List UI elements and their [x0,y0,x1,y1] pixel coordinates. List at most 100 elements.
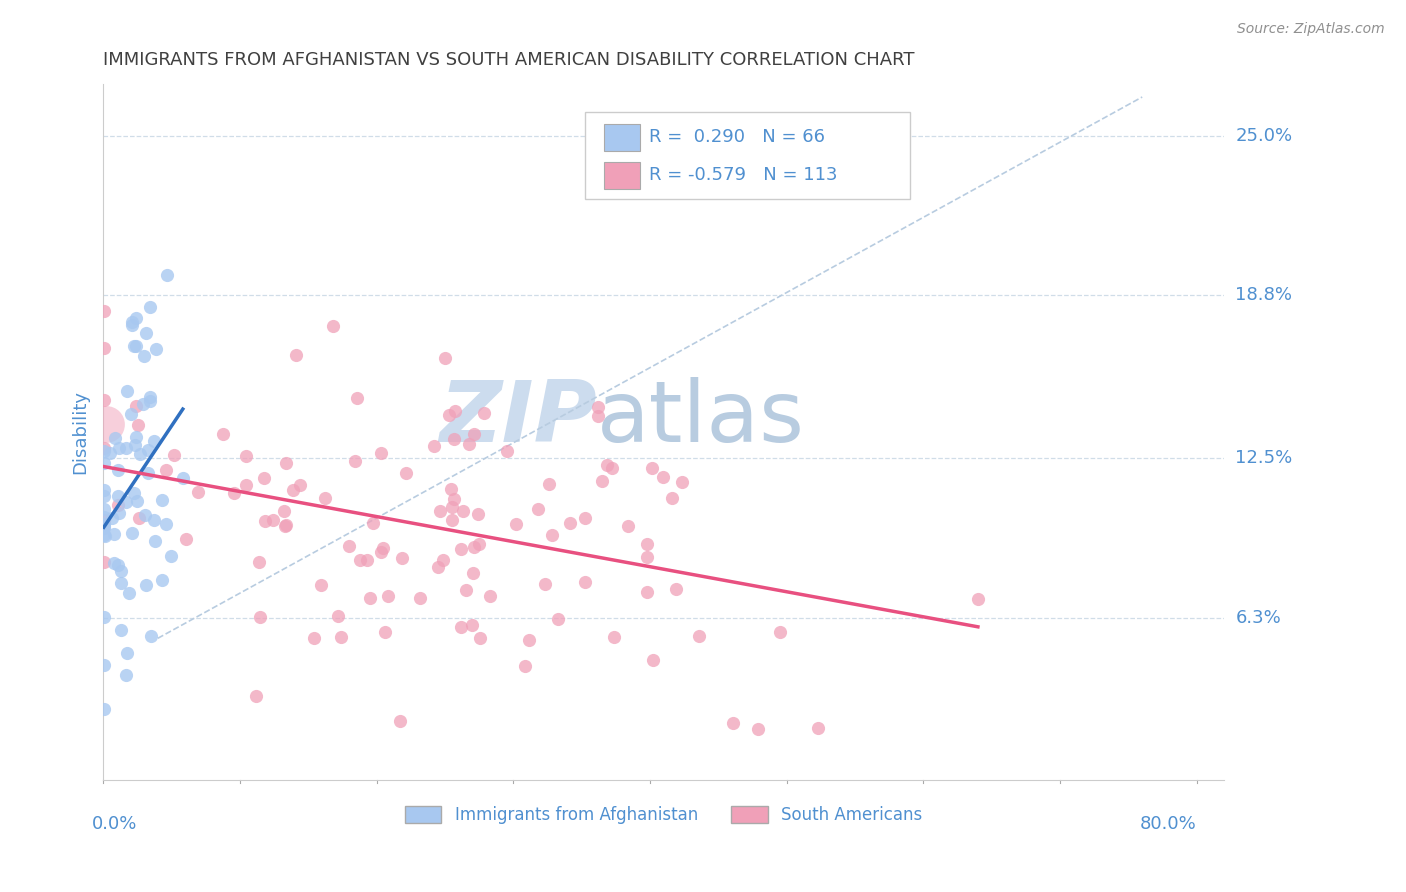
Point [547,612,569,626]
Point [429,504,451,518]
Point [747,722,769,736]
Point [505,517,527,532]
Text: ZIP: ZIP [439,376,596,459]
FancyBboxPatch shape [605,124,640,151]
Point [517,633,540,648]
Point [534,577,557,591]
Text: atlas: atlas [596,376,804,459]
Point [468,537,491,551]
Point [235,449,257,463]
Point [451,504,474,518]
Point [807,721,830,735]
Point [322,319,344,334]
Point [120,407,142,421]
Point [329,631,352,645]
Point [285,348,308,362]
Point [434,351,457,366]
Point [361,516,384,530]
Point [636,537,658,551]
Point [591,474,613,488]
Point [94,417,117,432]
Point [98,445,121,459]
Point [101,510,124,524]
Point [586,409,609,424]
Text: R =  0.290   N = 66: R = 0.290 N = 66 [650,128,825,146]
Text: 6.3%: 6.3% [1236,608,1281,627]
Point [450,620,472,634]
Legend: Immigrants from Afghanistan, South Americans: Immigrants from Afghanistan, South Ameri… [398,799,929,830]
Point [93,393,115,408]
Point [432,553,454,567]
Point [574,510,596,524]
Point [124,438,146,452]
Y-axis label: Disability: Disability [72,390,89,474]
Point [125,430,148,444]
Point [93,441,115,455]
Point [93,517,115,532]
Point [967,592,990,607]
Point [145,342,167,356]
Point [636,550,658,565]
Point [651,470,673,484]
Point [104,431,127,445]
Point [107,490,129,504]
Point [463,427,485,442]
Point [450,541,472,556]
Point [127,418,149,433]
Point [224,486,246,500]
Point [586,400,609,414]
Point [274,519,297,533]
Point [108,506,131,520]
Point [671,475,693,489]
Point [103,526,125,541]
Point [344,454,367,468]
Point [688,629,710,643]
Point [769,625,792,640]
Point [124,486,146,500]
Point [134,508,156,522]
Point [93,502,115,516]
Point [94,529,117,543]
Point [356,552,378,566]
Point [128,510,150,524]
Point [107,463,129,477]
Point [600,461,623,475]
Point [337,539,360,553]
Point [346,391,368,405]
Point [439,482,461,496]
Point [262,512,284,526]
FancyBboxPatch shape [585,112,910,199]
Point [472,407,495,421]
Point [408,591,430,606]
Point [641,461,664,475]
Point [93,509,115,524]
Point [441,513,464,527]
Point [276,517,298,532]
Point [245,689,267,703]
Point [125,400,148,414]
Point [274,456,297,470]
Point [249,609,271,624]
Point [129,447,152,461]
Point [110,575,132,590]
Point [467,508,489,522]
Point [247,555,270,569]
Point [359,591,381,606]
Point [235,477,257,491]
Point [93,528,115,542]
Point [93,342,115,356]
Point [143,513,166,527]
Point [93,489,115,503]
Point [139,390,162,404]
Point [443,492,465,507]
Point [122,339,145,353]
Point [163,448,186,462]
Point [103,556,125,570]
Point [253,470,276,484]
Point [93,657,115,672]
Point [463,540,485,554]
Point [439,408,461,422]
Point [139,394,162,409]
Point [156,268,179,283]
Point [349,553,371,567]
